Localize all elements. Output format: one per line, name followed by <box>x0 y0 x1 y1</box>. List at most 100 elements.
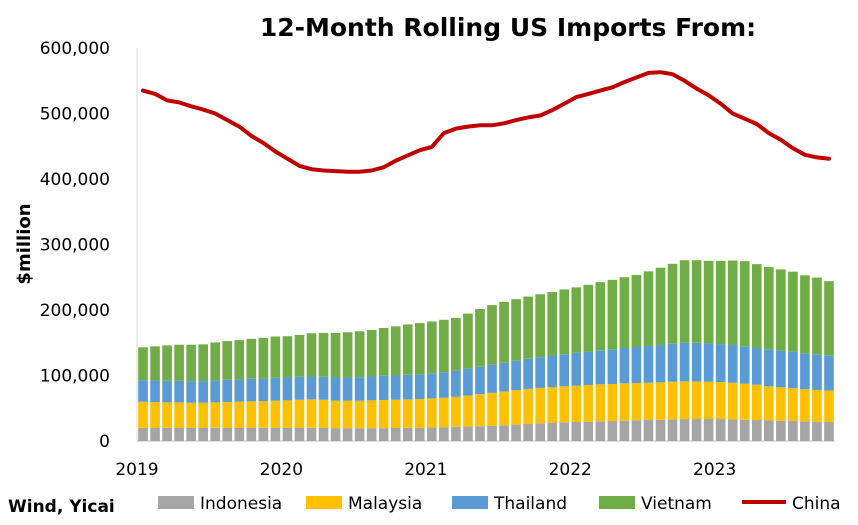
bar-thailand <box>366 376 377 401</box>
bar-malaysia <box>595 384 606 422</box>
bar-vietnam <box>763 267 774 350</box>
bar-indonesia <box>511 424 521 441</box>
bar-indonesia <box>210 427 221 441</box>
line-series <box>141 70 831 174</box>
bar-malaysia <box>788 388 798 422</box>
bar-vietnam <box>282 336 293 378</box>
bar-thailand <box>535 357 545 388</box>
bar-vietnam <box>186 344 196 382</box>
bar-thailand <box>751 347 762 385</box>
bar-indonesia <box>703 419 714 441</box>
bar-malaysia <box>800 389 810 422</box>
bar-malaysia <box>619 383 630 421</box>
y-tick-label: 300,000 <box>40 236 110 256</box>
bar-malaysia <box>475 394 485 427</box>
bar-thailand <box>715 344 726 383</box>
bar-malaysia <box>487 392 497 426</box>
bar-malaysia <box>390 399 401 428</box>
bar-indonesia <box>655 419 666 441</box>
bar-indonesia <box>667 419 678 441</box>
bar-thailand <box>655 345 666 383</box>
bar-malaysia <box>715 382 726 420</box>
bar-thailand <box>222 379 233 403</box>
bar-thailand <box>727 345 738 383</box>
x-tick-label: 2020 <box>260 460 303 480</box>
source-note: Wind, Yicai <box>8 497 115 517</box>
bar-indonesia <box>739 419 750 441</box>
bar-indonesia <box>138 427 148 441</box>
bar-vietnam <box>366 329 377 377</box>
bar-thailand <box>390 375 401 400</box>
bar-thailand <box>414 374 425 400</box>
bar-vietnam <box>812 277 822 355</box>
bar-malaysia <box>378 400 389 429</box>
bar-malaysia <box>150 402 160 428</box>
bar-malaysia <box>210 402 221 428</box>
bar-malaysia <box>776 387 786 421</box>
bar-malaysia <box>499 391 509 426</box>
bar-indonesia <box>776 420 786 441</box>
bar-indonesia <box>354 428 365 441</box>
bar-vietnam <box>583 284 594 352</box>
bar-indonesia <box>186 427 196 441</box>
bar-thailand <box>812 354 822 390</box>
bar-thailand <box>583 351 594 385</box>
bar-thailand <box>571 352 582 386</box>
bar-indonesia <box>595 421 606 441</box>
bar-indonesia <box>427 427 437 441</box>
line-china <box>141 70 831 174</box>
bar-malaysia <box>523 388 533 424</box>
x-axis: 2019 2020 2021 2022 2023 <box>115 460 736 480</box>
bar-malaysia <box>812 389 822 422</box>
bar-malaysia <box>258 401 269 428</box>
bar-vietnam <box>824 281 834 356</box>
bar-vietnam <box>776 269 786 351</box>
bar-indonesia <box>691 419 702 441</box>
bar-vietnam <box>631 274 642 348</box>
bar-indonesia <box>499 425 509 441</box>
bar-malaysia <box>727 382 738 420</box>
y-tick-label: 600,000 <box>40 39 110 59</box>
bar-malaysia <box>631 383 642 421</box>
bar-thailand <box>559 354 570 387</box>
bar-indonesia <box>162 427 172 441</box>
bar-indonesia <box>330 428 341 441</box>
bar-thailand <box>138 380 148 402</box>
bar-malaysia <box>679 381 690 420</box>
bar-indonesia <box>788 421 798 441</box>
x-tick-label: 2023 <box>693 460 736 480</box>
bar-vietnam <box>138 347 148 381</box>
legend-label-china: China <box>792 494 841 514</box>
bar-thailand <box>763 349 774 387</box>
bar-indonesia <box>523 423 533 441</box>
bar-malaysia <box>366 400 377 429</box>
legend: Indonesia Malaysia Thailand Vietnam China <box>158 494 841 514</box>
bar-thailand <box>258 378 269 402</box>
x-tick-label: 2021 <box>404 460 447 480</box>
bar-vietnam <box>619 277 630 348</box>
bar-malaysia <box>414 399 425 428</box>
bar-vietnam <box>511 299 521 361</box>
bar-vietnam <box>643 271 654 347</box>
bar-thailand <box>739 346 750 384</box>
bar-thailand <box>342 377 353 401</box>
legend-swatch-vietnam <box>599 496 635 509</box>
stacked-bars <box>138 260 834 441</box>
bar-vietnam <box>667 263 678 344</box>
bar-vietnam <box>655 267 666 346</box>
y-axis: 0 100,000 200,000 300,000 400,000 500,000 600,… <box>40 39 110 452</box>
bar-indonesia <box>812 421 822 441</box>
bar-indonesia <box>366 428 377 441</box>
bar-malaysia <box>294 399 305 428</box>
y-tick-label: 200,000 <box>40 301 110 321</box>
bar-indonesia <box>547 422 558 441</box>
bar-indonesia <box>282 427 293 441</box>
bar-malaysia <box>571 385 582 423</box>
bar-malaysia <box>246 401 257 428</box>
bar-malaysia <box>739 383 750 420</box>
bar-thailand <box>463 368 473 396</box>
bar-vietnam <box>222 341 233 380</box>
bar-indonesia <box>727 419 738 441</box>
y-tick-label: 0 <box>99 432 110 452</box>
